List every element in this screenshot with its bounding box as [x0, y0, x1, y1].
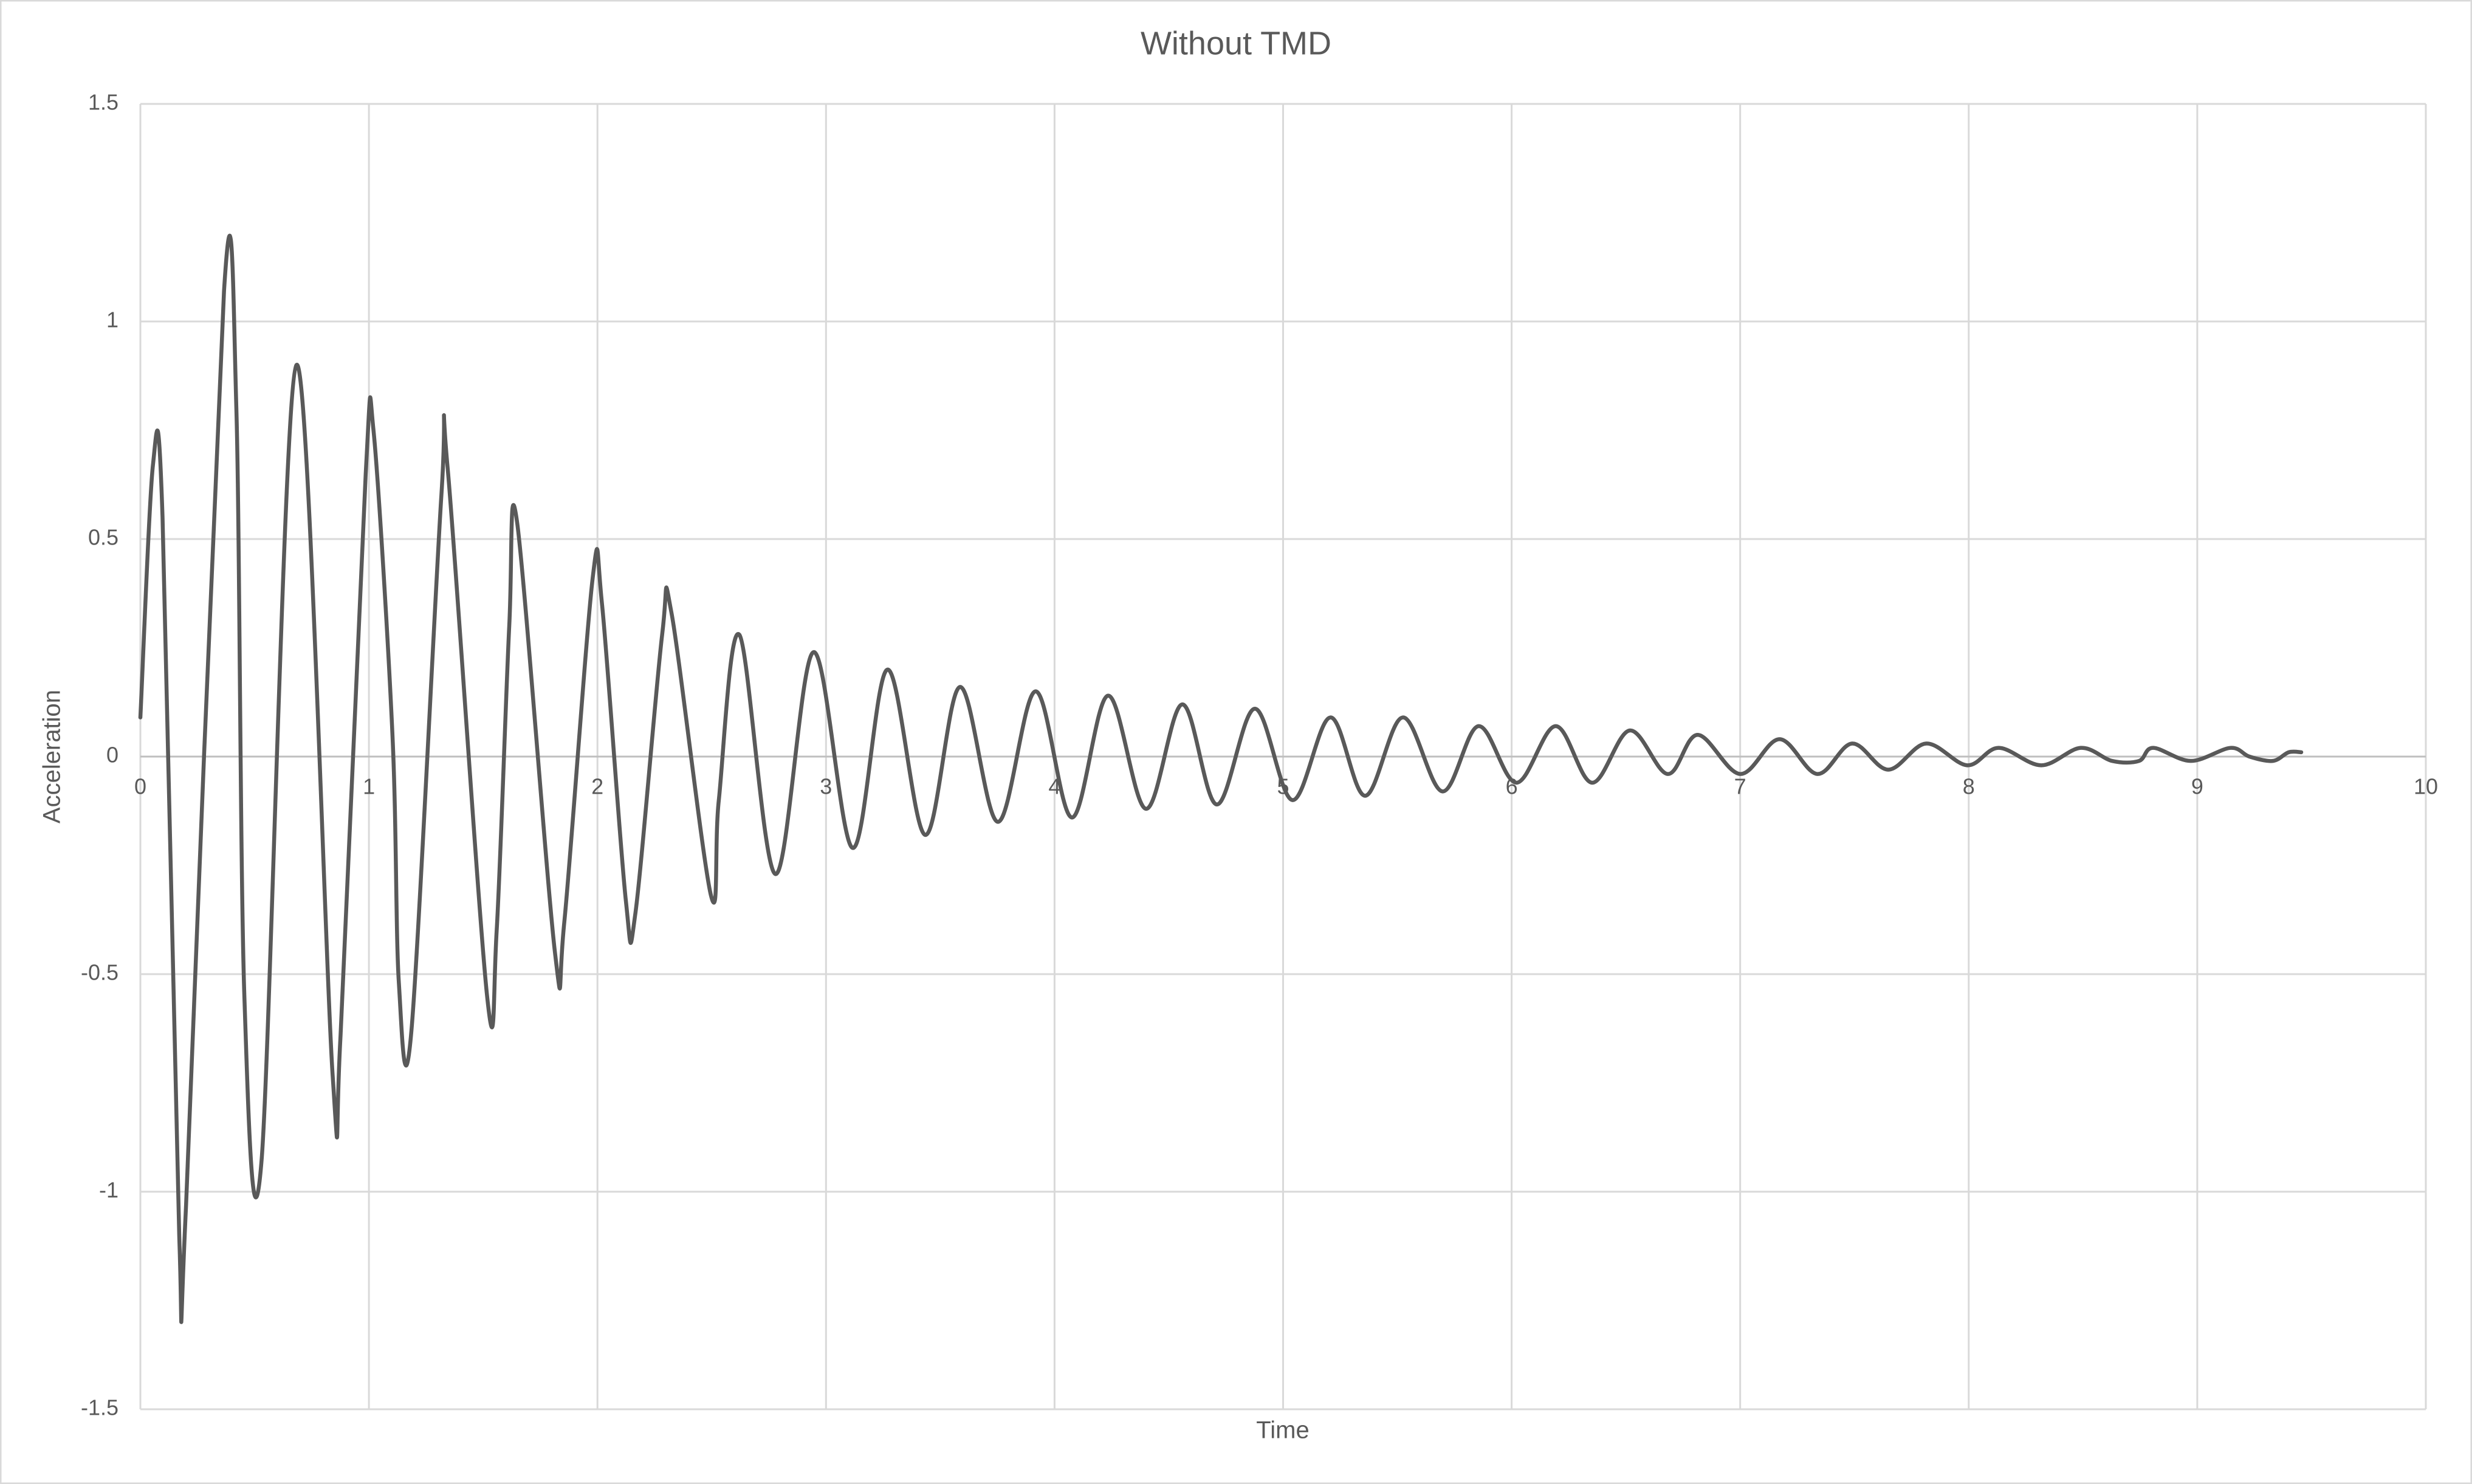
x-tick-label: 8	[1963, 774, 1975, 799]
y-tick-label: -1	[99, 1178, 118, 1203]
y-tick-label: 0.5	[88, 525, 118, 550]
x-tick-label: 3	[820, 774, 832, 799]
x-tick-label: 10	[2414, 774, 2438, 799]
x-tick-label: 7	[1734, 774, 1746, 799]
y-tick-label: 1.5	[88, 90, 118, 115]
x-axis-label: Time	[1256, 1417, 1309, 1444]
x-tick-label: 9	[2191, 774, 2203, 799]
x-tick-label: 6	[1506, 774, 1518, 799]
x-tick-label: 2	[591, 774, 603, 799]
data-line	[138, 233, 2304, 1324]
y-tick-label: -0.5	[81, 960, 118, 985]
x-tick-label: 1	[363, 774, 375, 799]
y-tick-label: 1	[106, 307, 118, 332]
y-tick-label: -1.5	[81, 1395, 118, 1420]
y-axis-label: Acceleration	[39, 690, 66, 823]
x-tick-label: 0	[134, 774, 146, 799]
chart-title: Without TMD	[1141, 25, 1331, 61]
y-tick-label: 0	[106, 743, 118, 768]
